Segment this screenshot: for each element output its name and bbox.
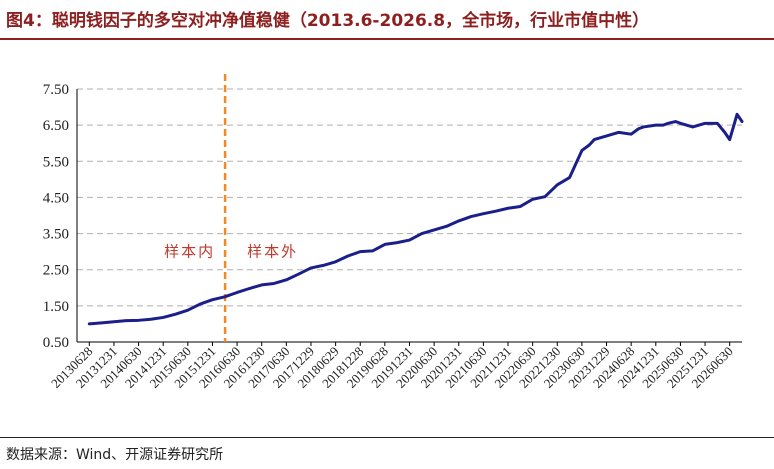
chart-area: 0.50 1.50 2.50 3.50 4.50 5.50 6.50 7.50 2013062… bbox=[43, 74, 744, 391]
chart-title: 图4：聪明钱因子的多空对冲净值稳健（2013.6-2026.8，全市场，行业市值… bbox=[6, 11, 650, 31]
annotation-layer: 样本内 样本外 bbox=[164, 243, 298, 261]
series-layer bbox=[87, 112, 744, 326]
source-note: 数据来源：Wind、开源证券研究所 bbox=[6, 447, 224, 463]
y-tick-label: 4.50 bbox=[43, 190, 69, 206]
y-tick-label: 1.50 bbox=[43, 299, 69, 315]
y-tick-labels: 0.50 1.50 2.50 3.50 4.50 5.50 6.50 7.50 bbox=[43, 82, 69, 351]
y-tick-label: 2.50 bbox=[43, 263, 69, 279]
title-bar: 图4：聪明钱因子的多空对冲净值稳健（2013.6-2026.8，全市场，行业市值… bbox=[0, 0, 774, 40]
footer-divider bbox=[0, 437, 774, 438]
annotation-in-sample: 样本内 bbox=[164, 243, 215, 261]
y-tick-label: 5.50 bbox=[43, 154, 69, 170]
x-tick-labels: 2013062820131231201406302014123120150630… bbox=[48, 344, 736, 391]
y-tick-label: 6.50 bbox=[43, 118, 69, 134]
axis-layer bbox=[76, 89, 742, 346]
grid-layer bbox=[77, 88, 742, 307]
y-tick-label: 7.50 bbox=[43, 82, 69, 98]
annotation-out-of-sample: 样本外 bbox=[247, 243, 298, 261]
series-line-long-short-nav bbox=[87, 112, 744, 326]
y-tick-label: 0.50 bbox=[43, 335, 69, 351]
y-tick-label: 3.50 bbox=[43, 227, 69, 243]
